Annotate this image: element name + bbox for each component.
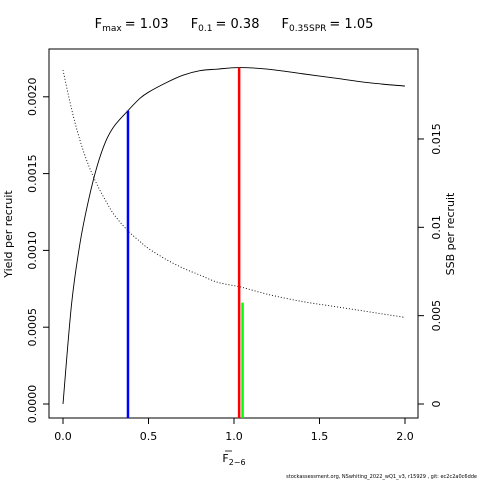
y-axis-right: 0 0.005 0.01 0.015 bbox=[418, 123, 443, 408]
x-tick-label: 0.5 bbox=[140, 430, 158, 443]
plot-frame bbox=[48, 48, 419, 419]
x-tick-label: 0.0 bbox=[54, 430, 72, 443]
y-tick-label-right: 0 bbox=[430, 401, 443, 408]
reference-lines bbox=[126, 67, 244, 418]
ssb-per-recruit-line bbox=[62, 69, 406, 318]
fmax-subscript: max bbox=[102, 24, 122, 34]
y-axis-title-right: SSB per recruit bbox=[444, 192, 457, 275]
x-axis-title: F2−6 bbox=[222, 452, 245, 467]
x-tick-label: 1.0 bbox=[225, 430, 243, 443]
f01-subscript: 0.1 bbox=[198, 24, 212, 34]
y-tick-label-left: 0.0015 bbox=[26, 154, 39, 193]
fspr-value: = 1.05 bbox=[329, 17, 373, 32]
y-tick-label-right: 0.015 bbox=[430, 123, 443, 155]
y-tick-label-left: 0.0000 bbox=[26, 385, 39, 424]
y-tick-label-left: 0.0005 bbox=[26, 308, 39, 347]
y-tick-label-right: 0.01 bbox=[430, 215, 443, 240]
fmax-value: = 1.03 bbox=[125, 17, 169, 32]
f01-value: = 0.38 bbox=[216, 17, 260, 32]
x-tick-label: 2.0 bbox=[396, 430, 414, 443]
y-axis-title-left: Yield per recruit bbox=[2, 190, 15, 279]
x-axis: 0.0 0.5 1.0 1.5 2.0 bbox=[54, 418, 414, 443]
fmax-symbol: F bbox=[95, 17, 102, 32]
y-tick-label-right: 0.005 bbox=[430, 300, 443, 332]
fspr-subscript: 0.35SPR bbox=[289, 24, 326, 34]
footer-credit: stockassessment.org, NSwhiting_2022_wQ1_… bbox=[286, 474, 477, 480]
y-axis-left: 0.0000 0.0005 0.0010 0.0015 0.0020 bbox=[26, 78, 49, 424]
yield-per-recruit-line bbox=[62, 67, 406, 405]
x-axis-title-base: F bbox=[222, 452, 228, 465]
f01-symbol: F bbox=[191, 17, 198, 32]
x-axis-title-subscript: 2−6 bbox=[229, 458, 246, 467]
fspr-symbol: F bbox=[281, 17, 288, 32]
series-layer bbox=[62, 67, 406, 405]
x-tick-label: 1.5 bbox=[311, 430, 329, 443]
y-tick-label-left: 0.0020 bbox=[26, 78, 39, 117]
y-tick-label-left: 0.0010 bbox=[26, 231, 39, 270]
chart-title: Fmax = 1.03 F0.1 = 0.38 F0.35SPR = 1.05 bbox=[95, 17, 374, 34]
